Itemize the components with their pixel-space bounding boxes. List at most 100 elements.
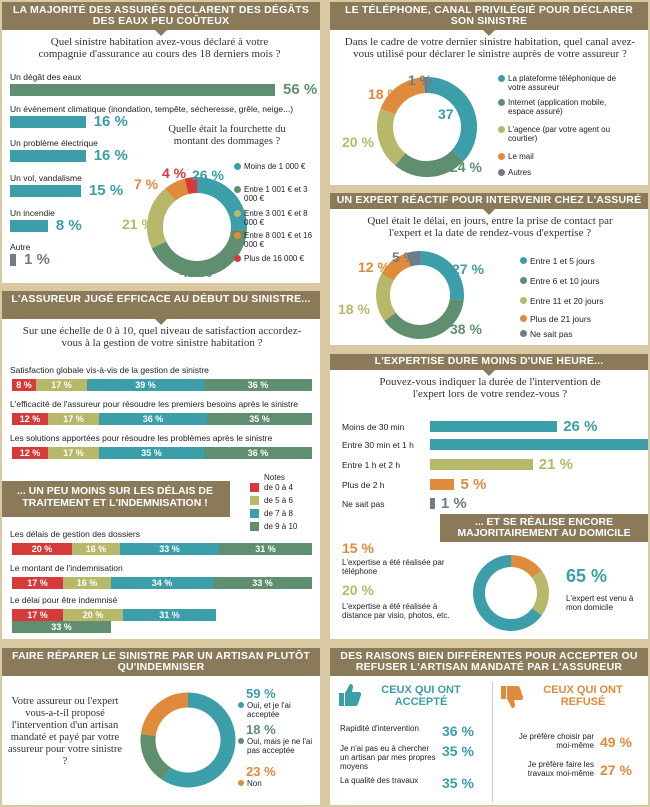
legend-dot [520,257,527,264]
legend-label: Plus de 21 jours [530,314,591,324]
stacked-bar: 12 % 17 % 35 % 36 % [12,447,312,459]
bar-value: 16 % [93,147,128,164]
donut-value: 20 % [342,582,374,598]
question: Pouvez-vous indiquer la durée de l'inter… [379,376,601,400]
donut-label: L'expertise a été réalisée à distance pa… [342,602,450,620]
row-label: Le délai pour être indemnisé [10,595,118,605]
legend-label: Entre 3 001 € et 8 000 € [244,209,308,227]
bar-label: Un incendie [10,208,55,218]
bar [430,498,435,509]
legend-dot [238,738,244,744]
legend-item: Plus de 21 jours [520,315,640,324]
legend-dot [498,169,505,176]
panel-title: LA MAJORITÉ DES ASSURÉS DÉCLARENT DES DÉ… [2,2,320,36]
sub-header [2,481,230,517]
legend-dot [234,163,241,170]
reason-label: Je préfère choisir par moi-même [518,732,594,750]
bar-segment: 20 % [12,543,72,555]
legend-label: de 5 à 6 [264,496,293,505]
donut-slice [184,177,198,195]
panel-title: L'EXPERTISE DURE MOINS D'UNE HEURE... [330,354,648,376]
legend-item: La plateforme téléphonique de votre assu… [498,74,618,92]
legend-dot [238,780,244,786]
bar-segment: 36 % [204,379,312,391]
legend-label: de 0 à 4 [264,483,293,492]
legend-item: Ne sait pas [520,330,640,339]
legend-dot [520,330,527,337]
row-label: Les délais de gestion des dossiers [10,529,140,539]
donut-slice [381,253,412,281]
row-label: Le montant de l'indemnisation [10,563,123,573]
donut-slice [376,273,396,321]
donut-question: Quelle était la fourchette du montant de… [168,124,286,147]
donut-slice [147,188,176,249]
legend-label: Le mail [508,152,534,161]
legend-item: Entre 8 001 € et 16 000 € [234,231,314,249]
legend-label: Moins de 1 000 € [244,162,306,171]
reason-value: 35 % [442,775,474,791]
donut-slice [531,570,549,616]
bar-label: Plus de 2 h [342,480,385,490]
donut-chart [473,555,549,631]
bar [10,220,48,232]
donut-value: 59 % [246,686,276,701]
bar-segment: 31 % [219,543,312,555]
divider [492,682,493,802]
panel-title: L'ASSUREUR JUGÉ EFFICACE AU DÉBUT DU SIN… [2,291,320,325]
legend-dot [498,153,505,160]
bar-label: Autre [10,242,31,252]
bar-segment: 35 % [207,413,312,425]
bar-value: 15 % [88,182,124,199]
reason-label: La qualité des travaux [340,776,419,785]
row-label: Satisfaction globale vis-à-vis de la ges… [10,365,209,375]
donut-slice [162,692,236,788]
donut-slice [377,108,406,166]
legend-swatch [250,483,259,492]
donut-value: 26 % [192,167,224,183]
legend-item: Internet (application mobile, espace ass… [498,98,618,116]
bar-segment: 17 % [36,379,87,391]
thumbs-up-icon [339,684,362,706]
bar [10,116,86,128]
bar-segment: 12 % [12,447,48,459]
donut-value: 24 % [450,159,482,175]
donut-value: 27 % [452,261,484,277]
legend-item: Le mail [498,152,618,161]
donut-slice [140,734,171,781]
legend-item: Entre 1 et 5 jours [520,257,640,266]
panel-title: FAIRE RÉPARER LE SINISTRE PAR UN ARTISAN… [2,648,320,676]
panel-canal: LE TÉLÉPHONE, CANAL PRIVILÉGIÉ POUR DÉCL… [330,2,648,185]
panel-sinistres: LA MAJORITÉ DES ASSURÉS DÉCLARENT DES DÉ… [2,2,320,283]
legend-dot [238,702,244,708]
bar-segment: 33 % [12,621,111,633]
donut-value: 37 % [438,106,470,122]
donut-slice [384,298,464,339]
donut-value: 1 % [408,72,433,88]
panel-expert-delai: UN EXPERT RÉACTIF POUR INTERVENIR CHEZ L… [330,193,648,345]
legend-item: Autres [498,168,618,177]
donut-slice [406,251,421,267]
bar-value: 16 % [93,113,128,130]
legend-item: Entre 11 et 20 jours [520,297,640,306]
donut-slice [165,178,189,202]
legend-label: Oui, mais je ne l'ai pas acceptée [247,737,313,755]
legend-dot [234,255,241,262]
donut-value: 12 % [358,259,390,275]
bar-segment: 8 % [12,379,36,391]
legend-label: Entre 11 et 20 jours [530,296,604,306]
legend-label: Entre 1 et 5 jours [530,256,595,266]
legend-item: Plus de 16 000 € [234,254,314,263]
legend-dot [498,99,505,106]
row-label: L'efficacité de l'assureur pour résoudre… [10,399,298,409]
legend-swatch [250,509,259,518]
donut-value: 21 % [122,216,154,232]
legend-dot [520,297,527,304]
bar-segment: 36 % [204,447,312,459]
bar [10,185,81,197]
stacked-bar: 17 % 16 % 34 % 33 % [12,577,312,589]
donut-value: 7 % [134,176,159,192]
legend-dot [234,186,241,193]
donut-value: 20 % [342,134,374,150]
donut-chart [376,251,464,339]
legend-item: de 7 à 8 [250,509,316,519]
